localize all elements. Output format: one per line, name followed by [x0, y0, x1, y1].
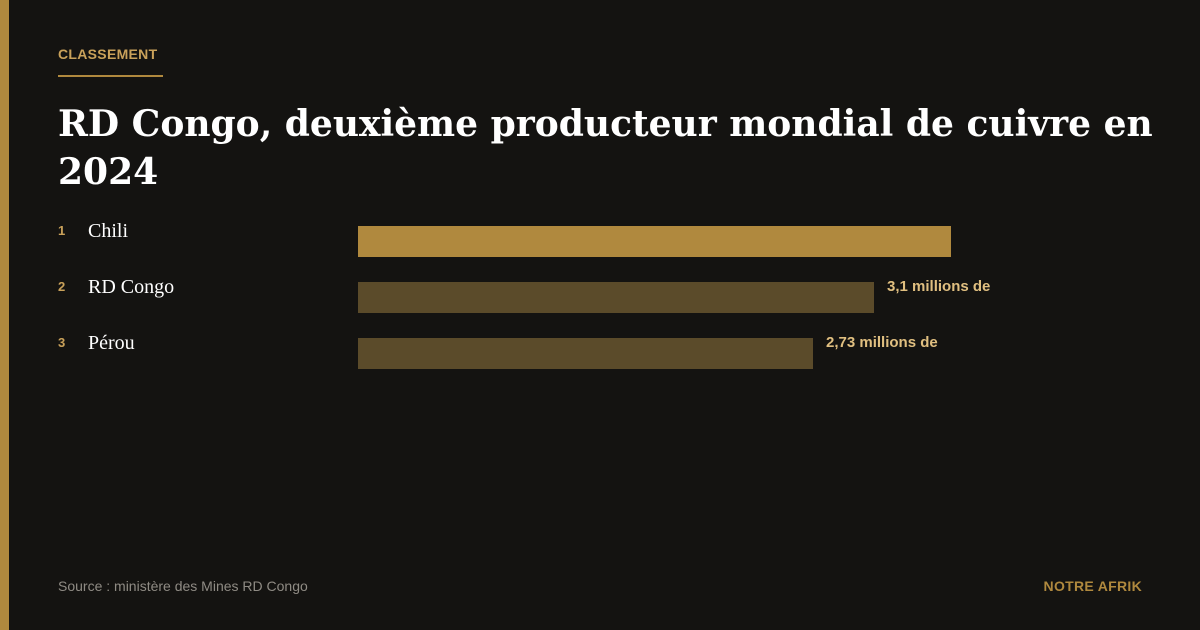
accent-bar [0, 0, 9, 630]
rank-number: 2 [58, 279, 66, 294]
rank-number: 1 [58, 223, 66, 238]
section-kicker: CLASSEMENT [58, 46, 158, 62]
source-note: Source : ministère des Mines RD Congo [58, 578, 308, 594]
rank-number: 3 [58, 335, 66, 350]
brand-logo-text: NOTRE AFRIK [1043, 578, 1142, 594]
bar-chili [358, 226, 951, 257]
value-label: 2,73 millions de [826, 334, 938, 351]
bar-rd-congo [358, 282, 874, 313]
country-label: RD Congo [88, 276, 175, 298]
country-label: Chili [88, 220, 129, 242]
value-label: 3,1 millions de [887, 278, 991, 295]
kicker-underline [58, 75, 163, 77]
chart-title: RD Congo, deuxième producteur mondial de… [58, 103, 1153, 193]
bar-p-rou [358, 338, 813, 369]
country-label: Pérou [88, 332, 135, 354]
